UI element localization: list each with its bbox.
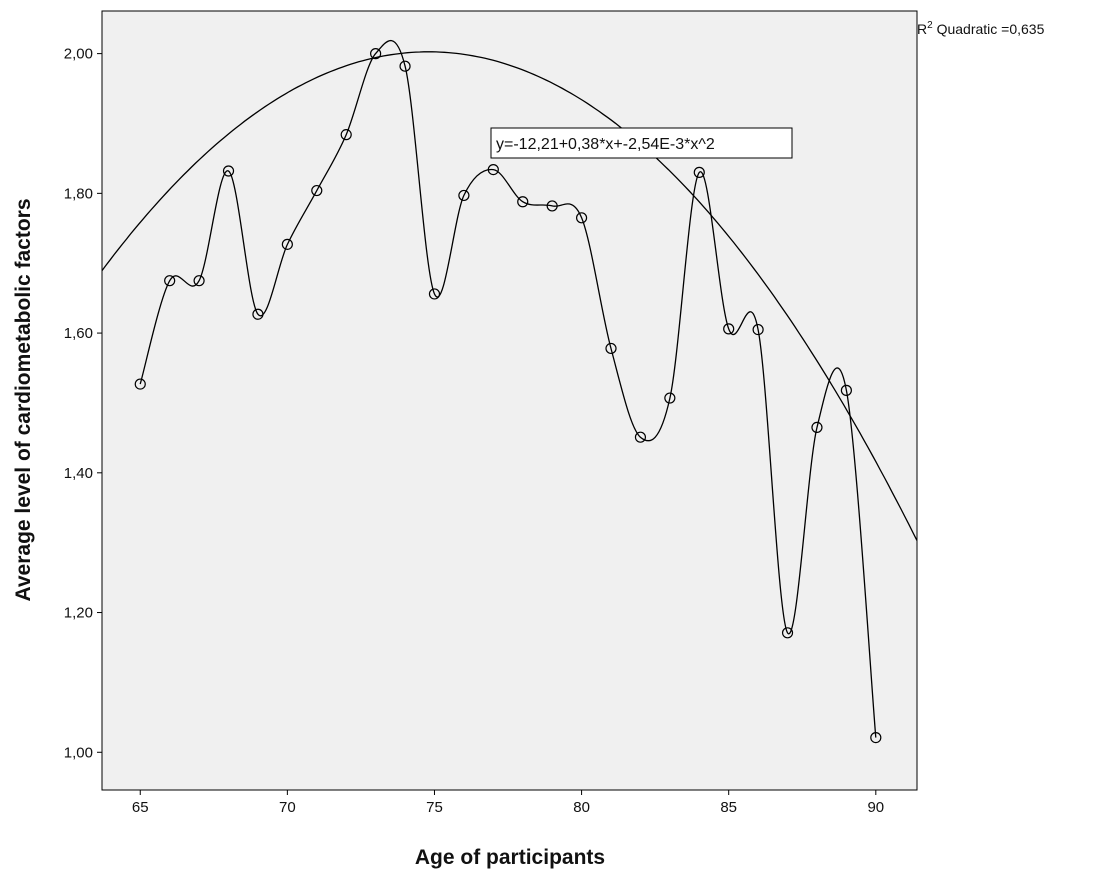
data-point [605,342,617,355]
points-layer [134,48,882,744]
data-point [458,189,470,202]
data-point [340,129,352,141]
data-point [575,212,588,224]
data-point [487,163,499,176]
data-point [811,421,823,433]
x-tick-label: 85 [720,799,737,816]
data-point [193,275,205,287]
fit-curve [101,51,918,541]
data-point [723,323,735,335]
equation-box-frame [490,127,793,159]
y-tick-label: 1,60 [64,325,93,342]
y-tick-label: 1,80 [64,185,93,202]
x-tick-label: 80 [573,799,590,816]
y-axis-title: Average level of cardiometabolic factors [12,198,35,601]
data-point [693,166,705,178]
data-point [752,323,764,336]
x-tick-label: 65 [132,799,149,816]
data-point [370,48,382,60]
data-point [428,288,441,300]
data-point [134,378,146,390]
data-point [634,431,647,443]
x-tick-label: 75 [426,799,443,816]
x-axis-title: Age of participants [415,846,605,869]
data-point [781,627,794,639]
curves-layer [101,40,918,738]
data-point [870,732,882,744]
data-point [399,60,411,72]
x-tick-label: 70 [279,799,296,816]
data-point [311,184,323,197]
fit-equation: y=-12,21+0,38*x+-2,54E-3*x^2 [496,136,715,153]
data-point [546,200,558,212]
r2-label-superscript: 2 [927,20,933,31]
y-tick-label: 2,00 [64,46,93,63]
plot-frame [101,10,918,791]
y-axis: 1,00 1,20 1,40 1,60 1,80 2,00 [64,46,102,761]
data-point [281,238,293,250]
y-tick-label: 1,20 [64,605,93,622]
x-tick-label: 90 [867,799,884,816]
data-point [164,275,176,287]
r2-label-prefix: R [917,21,927,37]
r2-label-text: Quadratic =0,635 [933,21,1045,37]
y-tick-label: 1,00 [64,744,93,761]
x-axis: 65 70 75 80 85 90 [132,790,884,816]
y-tick-label: 1,40 [64,465,93,482]
equation-box: y=-12,21+0,38*x+-2,54E-3*x^2 [490,127,793,159]
data-point [517,196,529,208]
data-point [664,392,676,404]
data-point [252,308,264,320]
data-point [840,384,852,396]
r2-label: R2 Quadratic =0,635 [917,20,1045,37]
data-point [222,165,235,177]
interpolation-line [139,40,877,738]
